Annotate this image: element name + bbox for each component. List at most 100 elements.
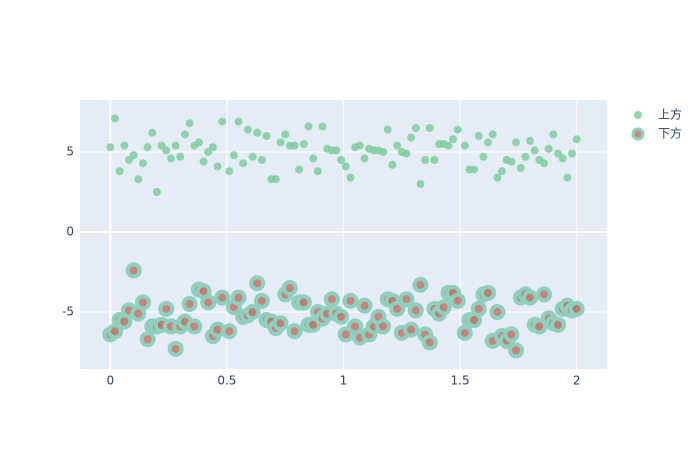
point xyxy=(375,318,392,335)
point xyxy=(470,300,487,317)
point xyxy=(521,152,530,161)
point xyxy=(239,159,248,168)
point xyxy=(403,321,420,338)
point xyxy=(323,291,340,308)
point xyxy=(531,318,548,335)
point xyxy=(460,141,469,150)
point xyxy=(313,167,322,176)
point xyxy=(522,289,539,306)
point xyxy=(388,160,397,169)
point xyxy=(309,154,318,163)
x-tick-label: 1.5 xyxy=(451,374,470,388)
point xyxy=(341,162,350,171)
point xyxy=(493,173,502,182)
point xyxy=(148,128,157,137)
point xyxy=(530,146,539,155)
point xyxy=(421,334,438,351)
point xyxy=(407,302,424,319)
point xyxy=(456,324,473,341)
point xyxy=(138,159,147,168)
point xyxy=(480,284,497,301)
point xyxy=(470,165,479,174)
point xyxy=(540,159,549,168)
point xyxy=(171,141,180,150)
point xyxy=(337,326,354,343)
point xyxy=(479,152,488,161)
point xyxy=(253,128,262,137)
point xyxy=(229,151,238,160)
point xyxy=(276,138,285,147)
point xyxy=(253,292,270,309)
point xyxy=(185,119,194,128)
point xyxy=(234,117,243,126)
point xyxy=(346,173,355,182)
point xyxy=(512,138,521,147)
y-tick-label: 5 xyxy=(66,145,74,159)
point xyxy=(389,300,406,317)
point xyxy=(379,148,388,157)
point xyxy=(134,294,151,311)
point xyxy=(199,157,208,166)
legend-label: 下方 xyxy=(658,126,682,141)
legend-label: 上方 xyxy=(658,107,682,122)
point xyxy=(225,167,234,176)
point xyxy=(508,342,525,359)
point xyxy=(402,149,411,158)
point xyxy=(435,299,452,316)
point xyxy=(550,316,567,333)
point xyxy=(572,135,581,144)
point xyxy=(158,300,175,317)
point xyxy=(337,156,346,165)
point xyxy=(214,289,231,306)
point xyxy=(299,140,308,149)
point xyxy=(106,143,115,152)
point xyxy=(166,154,175,163)
point xyxy=(230,289,247,306)
point xyxy=(411,124,420,133)
y-tick-label: -5 xyxy=(62,305,74,319)
point xyxy=(332,146,341,155)
point xyxy=(498,167,507,176)
point xyxy=(152,188,161,197)
point xyxy=(489,304,506,321)
point xyxy=(526,136,535,145)
point xyxy=(474,132,483,141)
point xyxy=(208,143,217,152)
point xyxy=(407,133,416,142)
point xyxy=(416,180,425,189)
legend-symbol xyxy=(631,127,645,141)
y-tick-label: 0 xyxy=(66,225,74,239)
point xyxy=(503,326,520,343)
point xyxy=(286,323,303,340)
point xyxy=(125,262,142,279)
point xyxy=(221,323,238,340)
point xyxy=(281,280,298,297)
point xyxy=(449,135,458,144)
point xyxy=(449,292,466,309)
point xyxy=(568,300,585,317)
point xyxy=(290,141,299,150)
point xyxy=(393,141,402,150)
point xyxy=(318,122,327,131)
point xyxy=(558,154,567,163)
point xyxy=(249,275,266,292)
point xyxy=(194,138,203,147)
point xyxy=(186,318,203,335)
point xyxy=(243,125,252,134)
point xyxy=(453,125,462,134)
point xyxy=(167,340,184,357)
point xyxy=(544,144,553,153)
point xyxy=(488,130,497,139)
point xyxy=(213,162,222,171)
x-tick-label: 2 xyxy=(573,374,581,388)
point xyxy=(304,122,313,131)
point xyxy=(180,130,189,139)
point xyxy=(271,175,280,184)
point xyxy=(262,132,271,141)
point xyxy=(110,114,119,123)
point xyxy=(398,291,415,308)
point xyxy=(484,138,493,147)
point xyxy=(120,141,129,150)
point xyxy=(444,141,453,150)
